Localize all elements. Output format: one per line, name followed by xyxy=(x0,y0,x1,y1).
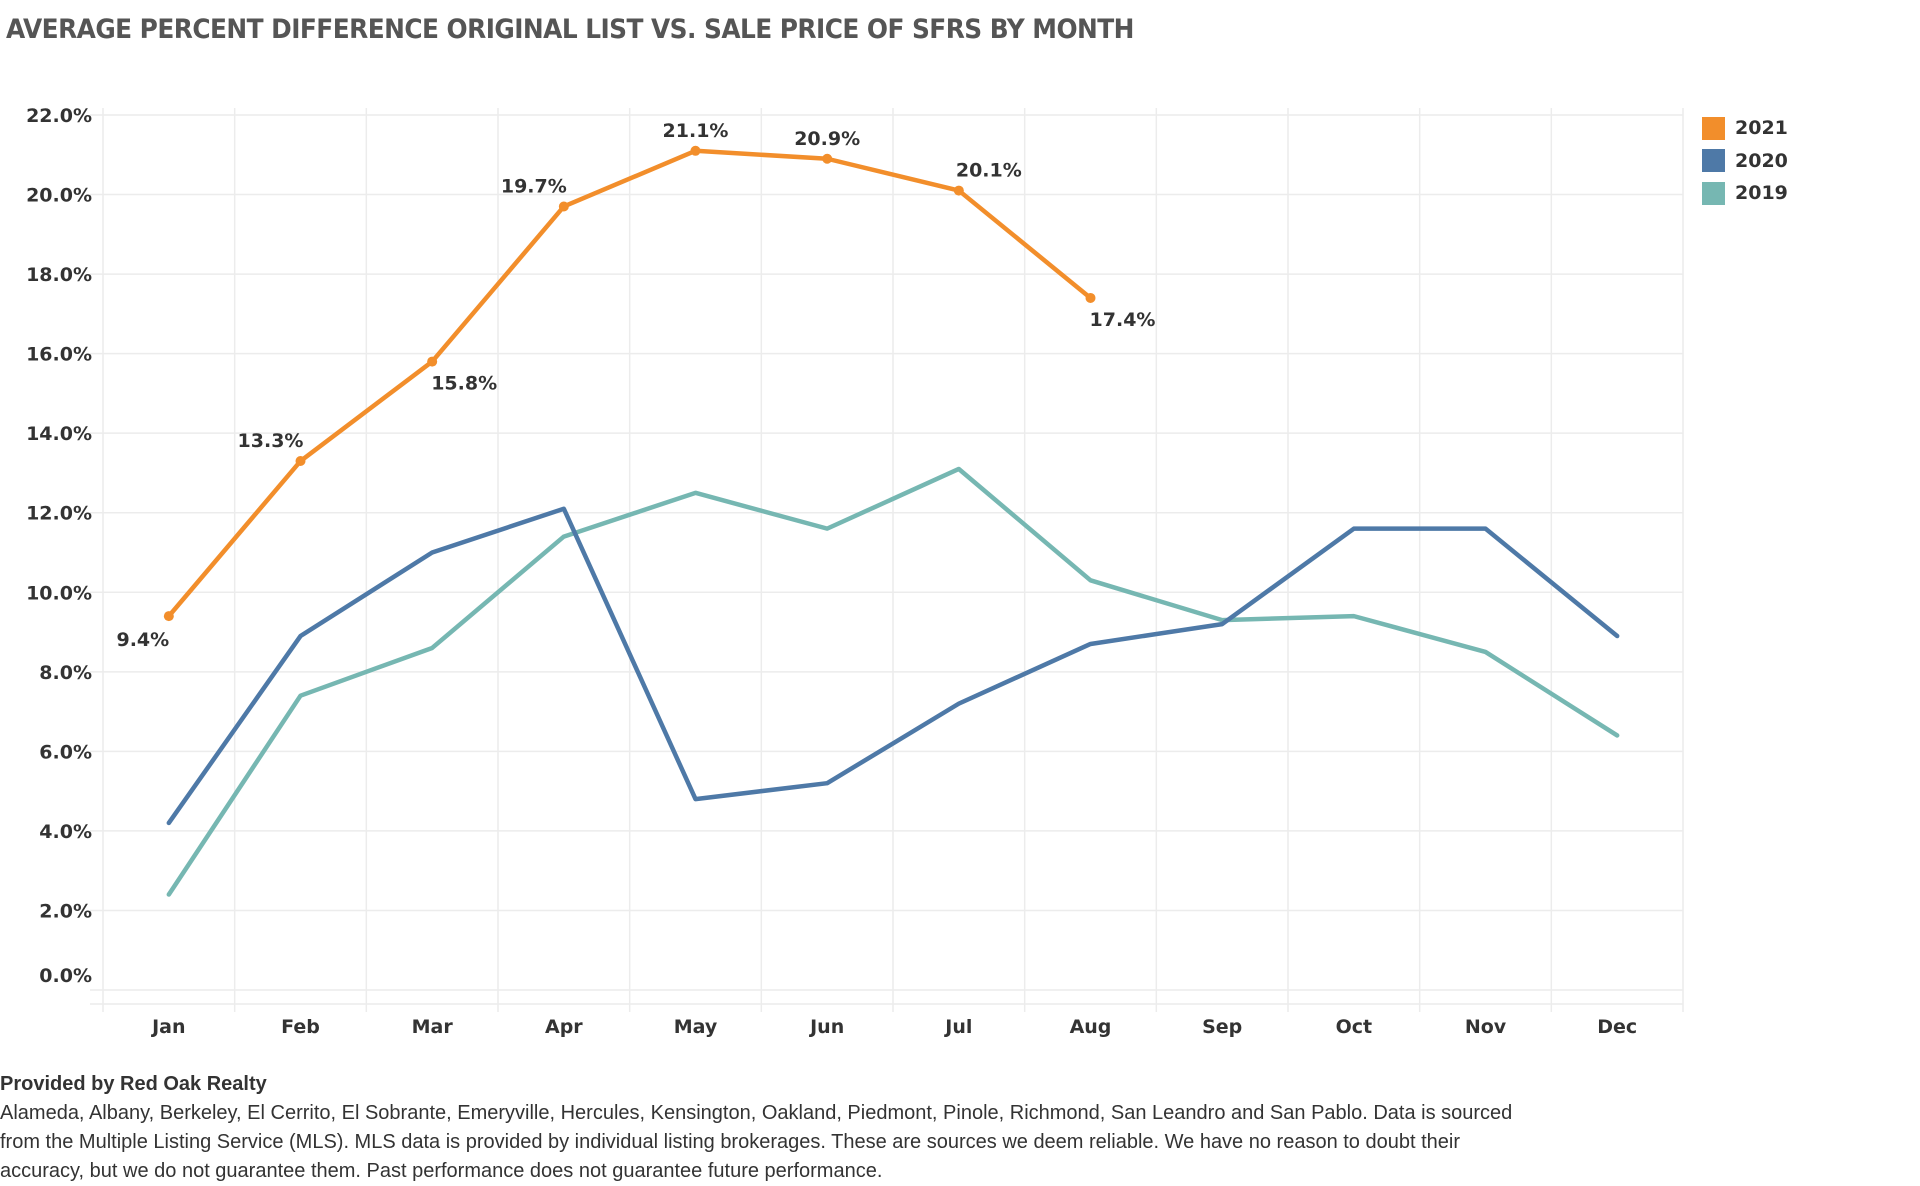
legend-label: 2021 xyxy=(1735,117,1788,140)
data-label: 21.1% xyxy=(663,120,729,142)
x-tick-label: Jun xyxy=(808,1016,844,1038)
gridlines xyxy=(90,108,1684,1012)
x-axis: Jan Feb Mar Apr May Jun Jul Aug Sep Oct Nov Dec xyxy=(150,1016,1637,1038)
footer-line: Alameda, Albany, Berkeley, El Cerrito, E… xyxy=(0,1102,1513,1124)
y-tick-label: 16.0% xyxy=(26,344,92,366)
legend-item-2021[interactable]: 2021 xyxy=(1702,112,1788,145)
x-tick-label: Jan xyxy=(150,1016,185,1038)
legend-item-2019[interactable]: 2019 xyxy=(1702,177,1788,210)
footer-line: from the Multiple Listing Service (MLS).… xyxy=(0,1131,1460,1153)
series-lines xyxy=(163,145,1620,897)
chart-title: AVERAGE PERCENT DIFFERENCE ORIGINAL LIST… xyxy=(6,14,1134,45)
legend-swatch-2020 xyxy=(1702,149,1725,173)
y-tick-label: 22.0% xyxy=(26,105,92,127)
x-tick-label: Aug xyxy=(1070,1016,1112,1038)
data-label: 19.7% xyxy=(501,175,567,197)
data-point-2021[interactable] xyxy=(163,611,174,622)
data-point-2021[interactable] xyxy=(822,153,833,164)
data-point-2021[interactable] xyxy=(295,456,306,467)
legend-swatch-2019 xyxy=(1702,181,1725,205)
data-label: 20.9% xyxy=(794,128,860,150)
footer-heading: Provided by Red Oak Realty xyxy=(0,1073,267,1095)
y-tick-label: 2.0% xyxy=(39,900,92,922)
data-point-2021[interactable] xyxy=(690,145,701,156)
series-line-2019[interactable] xyxy=(166,466,1620,897)
line-chart: 0.0% 2.0% 4.0% 6.0% 8.0% 10.0% 12.0% 14.0% 16.0%… xyxy=(26,105,1684,1038)
data-label: 13.3% xyxy=(238,430,304,452)
data-point-2021[interactable] xyxy=(1085,292,1096,303)
data-label: 9.4% xyxy=(116,629,169,651)
x-tick-label: Sep xyxy=(1202,1016,1242,1038)
data-point-2021[interactable] xyxy=(558,201,569,212)
x-tick-label: Oct xyxy=(1336,1016,1373,1038)
data-point-2021[interactable] xyxy=(427,356,438,367)
data-labels: 9.4% 13.3% 15.8% 19.7% 21.1% 20.9% 20.1% 17.4% xyxy=(116,120,1155,651)
legend-item-2020[interactable]: 2020 xyxy=(1702,145,1788,178)
data-point-2021[interactable] xyxy=(953,185,964,196)
y-tick-label: 12.0% xyxy=(26,503,92,525)
data-label: 15.8% xyxy=(431,373,497,395)
series-line-2021[interactable] xyxy=(166,148,1093,619)
x-tick-label: May xyxy=(674,1016,718,1038)
x-tick-label: Jul xyxy=(943,1016,972,1038)
series-line-2020[interactable] xyxy=(166,506,1620,826)
y-tick-label: 4.0% xyxy=(39,821,92,843)
y-tick-label: 10.0% xyxy=(26,582,92,604)
x-tick-label: Apr xyxy=(545,1016,583,1038)
x-tick-label: Feb xyxy=(281,1016,320,1038)
x-tick-label: Nov xyxy=(1465,1016,1507,1038)
y-tick-label: 18.0% xyxy=(26,264,92,286)
y-axis: 0.0% 2.0% 4.0% 6.0% 8.0% 10.0% 12.0% 14.0% 16.0%… xyxy=(26,105,92,987)
y-tick-label: 14.0% xyxy=(26,423,92,445)
y-tick-label: 20.0% xyxy=(26,185,92,207)
y-tick-label: 0.0% xyxy=(39,965,92,987)
legend-label: 2019 xyxy=(1735,182,1788,205)
footer-line: accuracy, but we do not guarantee them. … xyxy=(0,1160,883,1182)
footer-note: Provided by Red Oak Realty Alameda, Alba… xyxy=(0,1070,1700,1186)
x-tick-label: Dec xyxy=(1597,1016,1637,1038)
legend: 2021 2020 2019 xyxy=(1702,112,1788,210)
y-tick-label: 8.0% xyxy=(39,662,92,684)
y-tick-label: 6.0% xyxy=(39,741,92,763)
data-label: 20.1% xyxy=(956,160,1022,182)
legend-swatch-2021 xyxy=(1702,116,1725,140)
legend-label: 2020 xyxy=(1735,149,1788,172)
data-label: 17.4% xyxy=(1090,309,1156,331)
x-tick-label: Mar xyxy=(412,1016,454,1038)
